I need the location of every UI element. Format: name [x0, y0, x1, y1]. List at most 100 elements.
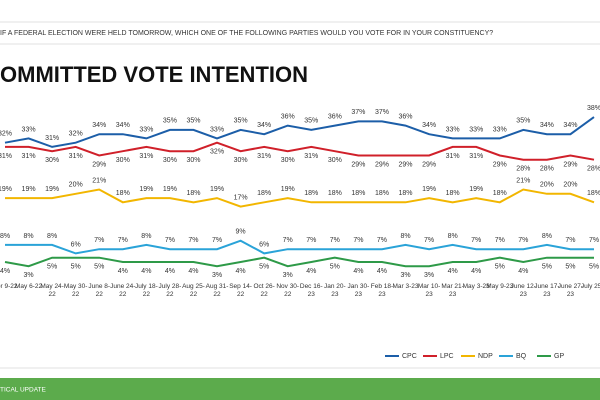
value-label: 8%: [400, 233, 410, 240]
value-label: 7%: [377, 237, 387, 244]
value-label: 6%: [259, 241, 269, 248]
x-tick-label: Nov 30-22: [276, 283, 300, 298]
value-label: 34%: [563, 122, 577, 129]
value-label: 3%: [212, 272, 222, 279]
x-tick-label-box: Aug 25-22: [182, 283, 205, 298]
x-tick-label: May 24-22: [40, 283, 64, 298]
value-label: 4%: [141, 268, 151, 275]
value-label: 8%: [141, 233, 151, 240]
value-label: 9%: [236, 229, 246, 236]
value-label: 8%: [542, 233, 552, 240]
x-tick-label-box: Nov 30-22: [276, 283, 300, 298]
x-tick-label: Sep 14-22: [229, 283, 252, 298]
series-line: [5, 239, 594, 255]
x-tick-label-box: July 28-22: [159, 283, 182, 298]
value-label: 4%: [353, 268, 363, 275]
value-label: 31%: [45, 135, 59, 142]
x-tick-label-box: Mar 10-23: [417, 283, 441, 298]
value-label: 34%: [422, 122, 436, 129]
value-label: 32%: [69, 131, 83, 138]
value-label: 7%: [94, 237, 104, 244]
x-tick-label-box: Jan 30-23: [348, 283, 370, 298]
x-tick-label-box: May 9-23: [486, 283, 514, 290]
legend-label: BQ: [516, 353, 527, 360]
value-label: 4%: [448, 268, 458, 275]
value-label: 30%: [281, 157, 295, 164]
value-label: 7%: [565, 237, 575, 244]
value-label: 18%: [446, 190, 460, 197]
value-label: 31%: [22, 153, 36, 160]
value-label: 7%: [118, 237, 128, 244]
value-label: 36%: [281, 113, 295, 120]
x-tick-label: Aug 25-22: [182, 283, 205, 298]
value-label: 34%: [92, 122, 106, 129]
value-label: 6%: [71, 241, 81, 248]
x-tick-label-box: June 12-23: [511, 283, 536, 298]
value-label: 5%: [565, 264, 575, 271]
x-tick-label: Oct 26-22: [253, 283, 275, 298]
value-label: 5%: [495, 264, 505, 271]
value-label: 3%: [23, 272, 33, 279]
x-tick-label: Mar 3-23: [392, 283, 419, 290]
value-label: 4%: [377, 268, 387, 275]
x-tick-label: Apr 9-22: [0, 283, 18, 290]
value-label: 4%: [118, 268, 128, 275]
value-label: 5%: [47, 264, 57, 271]
value-label: 19%: [139, 186, 153, 193]
x-tick-label: Feb 18-23: [370, 283, 394, 298]
value-label: 31%: [139, 153, 153, 160]
value-label: 18%: [375, 190, 389, 197]
value-label: 31%: [257, 153, 271, 160]
value-label: 34%: [540, 122, 554, 129]
value-label: 3%: [424, 272, 434, 279]
x-tick-label: May 9-23: [486, 283, 514, 290]
value-label: 29%: [351, 161, 365, 168]
x-tick-label: Mar 10-23: [417, 283, 441, 298]
x-tick-label-box: May 3-23: [463, 283, 490, 290]
value-label: 36%: [399, 113, 413, 120]
value-label: 7%: [518, 237, 528, 244]
value-label: 21%: [516, 177, 530, 184]
x-tick-label-box: Mar 3-23: [392, 283, 419, 290]
value-label: 30%: [186, 157, 200, 164]
value-label: 32%: [0, 131, 12, 138]
x-tick-label-box: Jan 20-23: [323, 283, 346, 298]
x-tick-label-box: Mar 21-23: [441, 283, 464, 298]
x-tick-label-box: May 24-22: [40, 283, 64, 298]
value-label: 21%: [92, 177, 106, 184]
x-tick-label-box: July 25-2: [581, 283, 600, 290]
value-label: 20%: [563, 182, 577, 189]
x-tick-label: Mar 21-23: [441, 283, 464, 298]
x-tick-label-box: Feb 18-23: [370, 283, 394, 298]
value-label: 30%: [163, 157, 177, 164]
value-label: 33%: [469, 126, 483, 133]
value-label: 19%: [0, 186, 12, 193]
value-label: 3%: [400, 272, 410, 279]
value-label: 18%: [257, 190, 271, 197]
value-label: 30%: [328, 157, 342, 164]
legend-label: GP: [554, 353, 564, 360]
value-label: 19%: [45, 186, 59, 193]
value-label: 31%: [69, 153, 83, 160]
value-label: 33%: [22, 126, 36, 133]
value-label: 29%: [399, 161, 413, 168]
value-label: 7%: [330, 237, 340, 244]
value-label: 34%: [116, 122, 130, 129]
value-label: 19%: [422, 186, 436, 193]
value-label: 19%: [469, 186, 483, 193]
x-tick-label: Jan 20-23: [323, 283, 346, 298]
value-label: 33%: [210, 126, 224, 133]
value-label: 19%: [281, 186, 295, 193]
x-tick-label-box: July 18-22: [135, 283, 158, 298]
value-label: 20%: [540, 182, 554, 189]
x-tick-label-box: Sep 14-22: [229, 283, 252, 298]
x-tick-label-box: May 6-22: [15, 283, 42, 290]
value-label: 37%: [375, 109, 389, 116]
value-label: 28%: [587, 166, 600, 173]
value-label: 31%: [469, 153, 483, 160]
x-tick-label: Aug 31-22: [205, 283, 229, 298]
x-tick-label-box: Aug 31-22: [205, 283, 229, 298]
value-label: 7%: [471, 237, 481, 244]
